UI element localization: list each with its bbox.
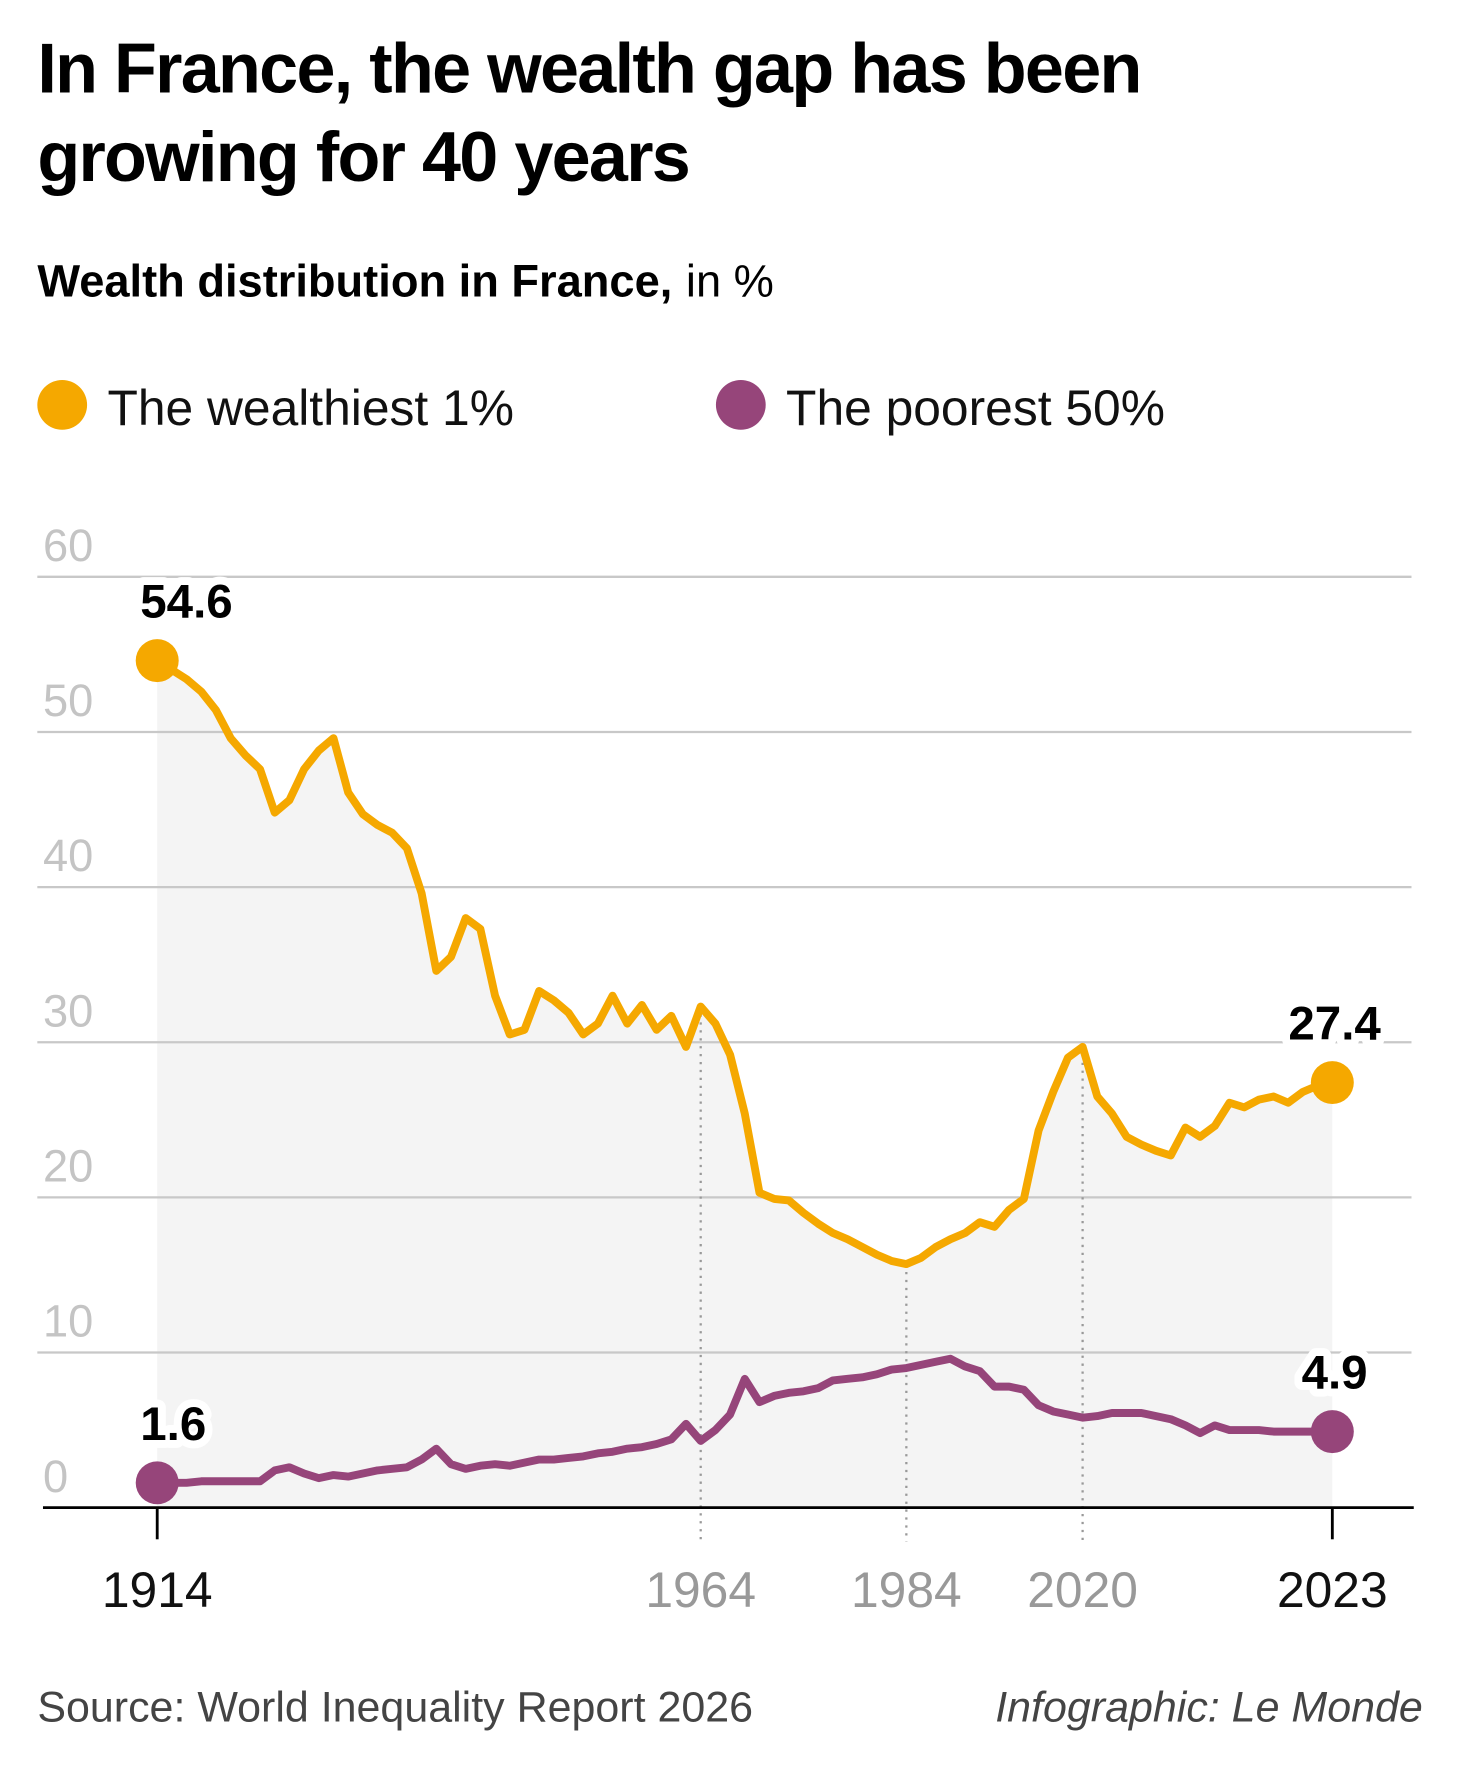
y-tick-label: 30 <box>43 985 93 1036</box>
y-tick-label: 20 <box>43 1141 93 1192</box>
series-line <box>153 656 1337 1269</box>
y-tick-label: 40 <box>43 830 93 881</box>
x-tick-label: 2020 <box>1027 1562 1138 1618</box>
area <box>157 660 1333 1508</box>
end-point <box>135 1461 179 1505</box>
value-label: 1.6 <box>140 1398 206 1451</box>
y-tick-label: 0 <box>43 1451 68 1502</box>
legend-label: The wealthiest 1% <box>107 380 514 436</box>
value-label: 54.6 <box>140 576 232 629</box>
source: Source: World Inequality Report 2026 <box>37 1683 753 1731</box>
y-tick-label: 60 <box>43 520 93 571</box>
legend: The wealthiest 1% The poorest 50% <box>37 380 1165 436</box>
legend-label: The poorest 50% <box>786 380 1165 436</box>
legend-swatch <box>37 380 88 430</box>
unit: in % <box>686 255 774 306</box>
end-point <box>1310 1061 1354 1105</box>
x-tick-label: 1984 <box>851 1562 962 1618</box>
end-point <box>135 639 179 683</box>
end-point <box>1310 1410 1354 1454</box>
y-tick-label: 10 <box>43 1296 93 1347</box>
value-label: 4.9 <box>1302 1347 1368 1400</box>
subtitle-line: Wealth distribution in France, in % <box>37 255 774 306</box>
x-tick-label: 1914 <box>102 1562 213 1618</box>
subtitle: Wealth distribution in France, <box>37 255 672 306</box>
legend-swatch <box>715 380 766 430</box>
x-tick-label: 2023 <box>1277 1562 1388 1618</box>
series-line <box>153 1354 1337 1487</box>
chart-title: In France, the wealth gap has been growin… <box>37 30 1140 196</box>
y-tick-label: 50 <box>43 675 93 726</box>
x-tick-label: 1964 <box>645 1562 756 1618</box>
plot: 0 10 20 30 40 50 60 1914 1964 1984 2020 2023 54.6 27.… <box>37 520 1414 1618</box>
credit: Infographic: Le Monde <box>995 1683 1423 1731</box>
value-label: 27.4 <box>1288 998 1381 1051</box>
